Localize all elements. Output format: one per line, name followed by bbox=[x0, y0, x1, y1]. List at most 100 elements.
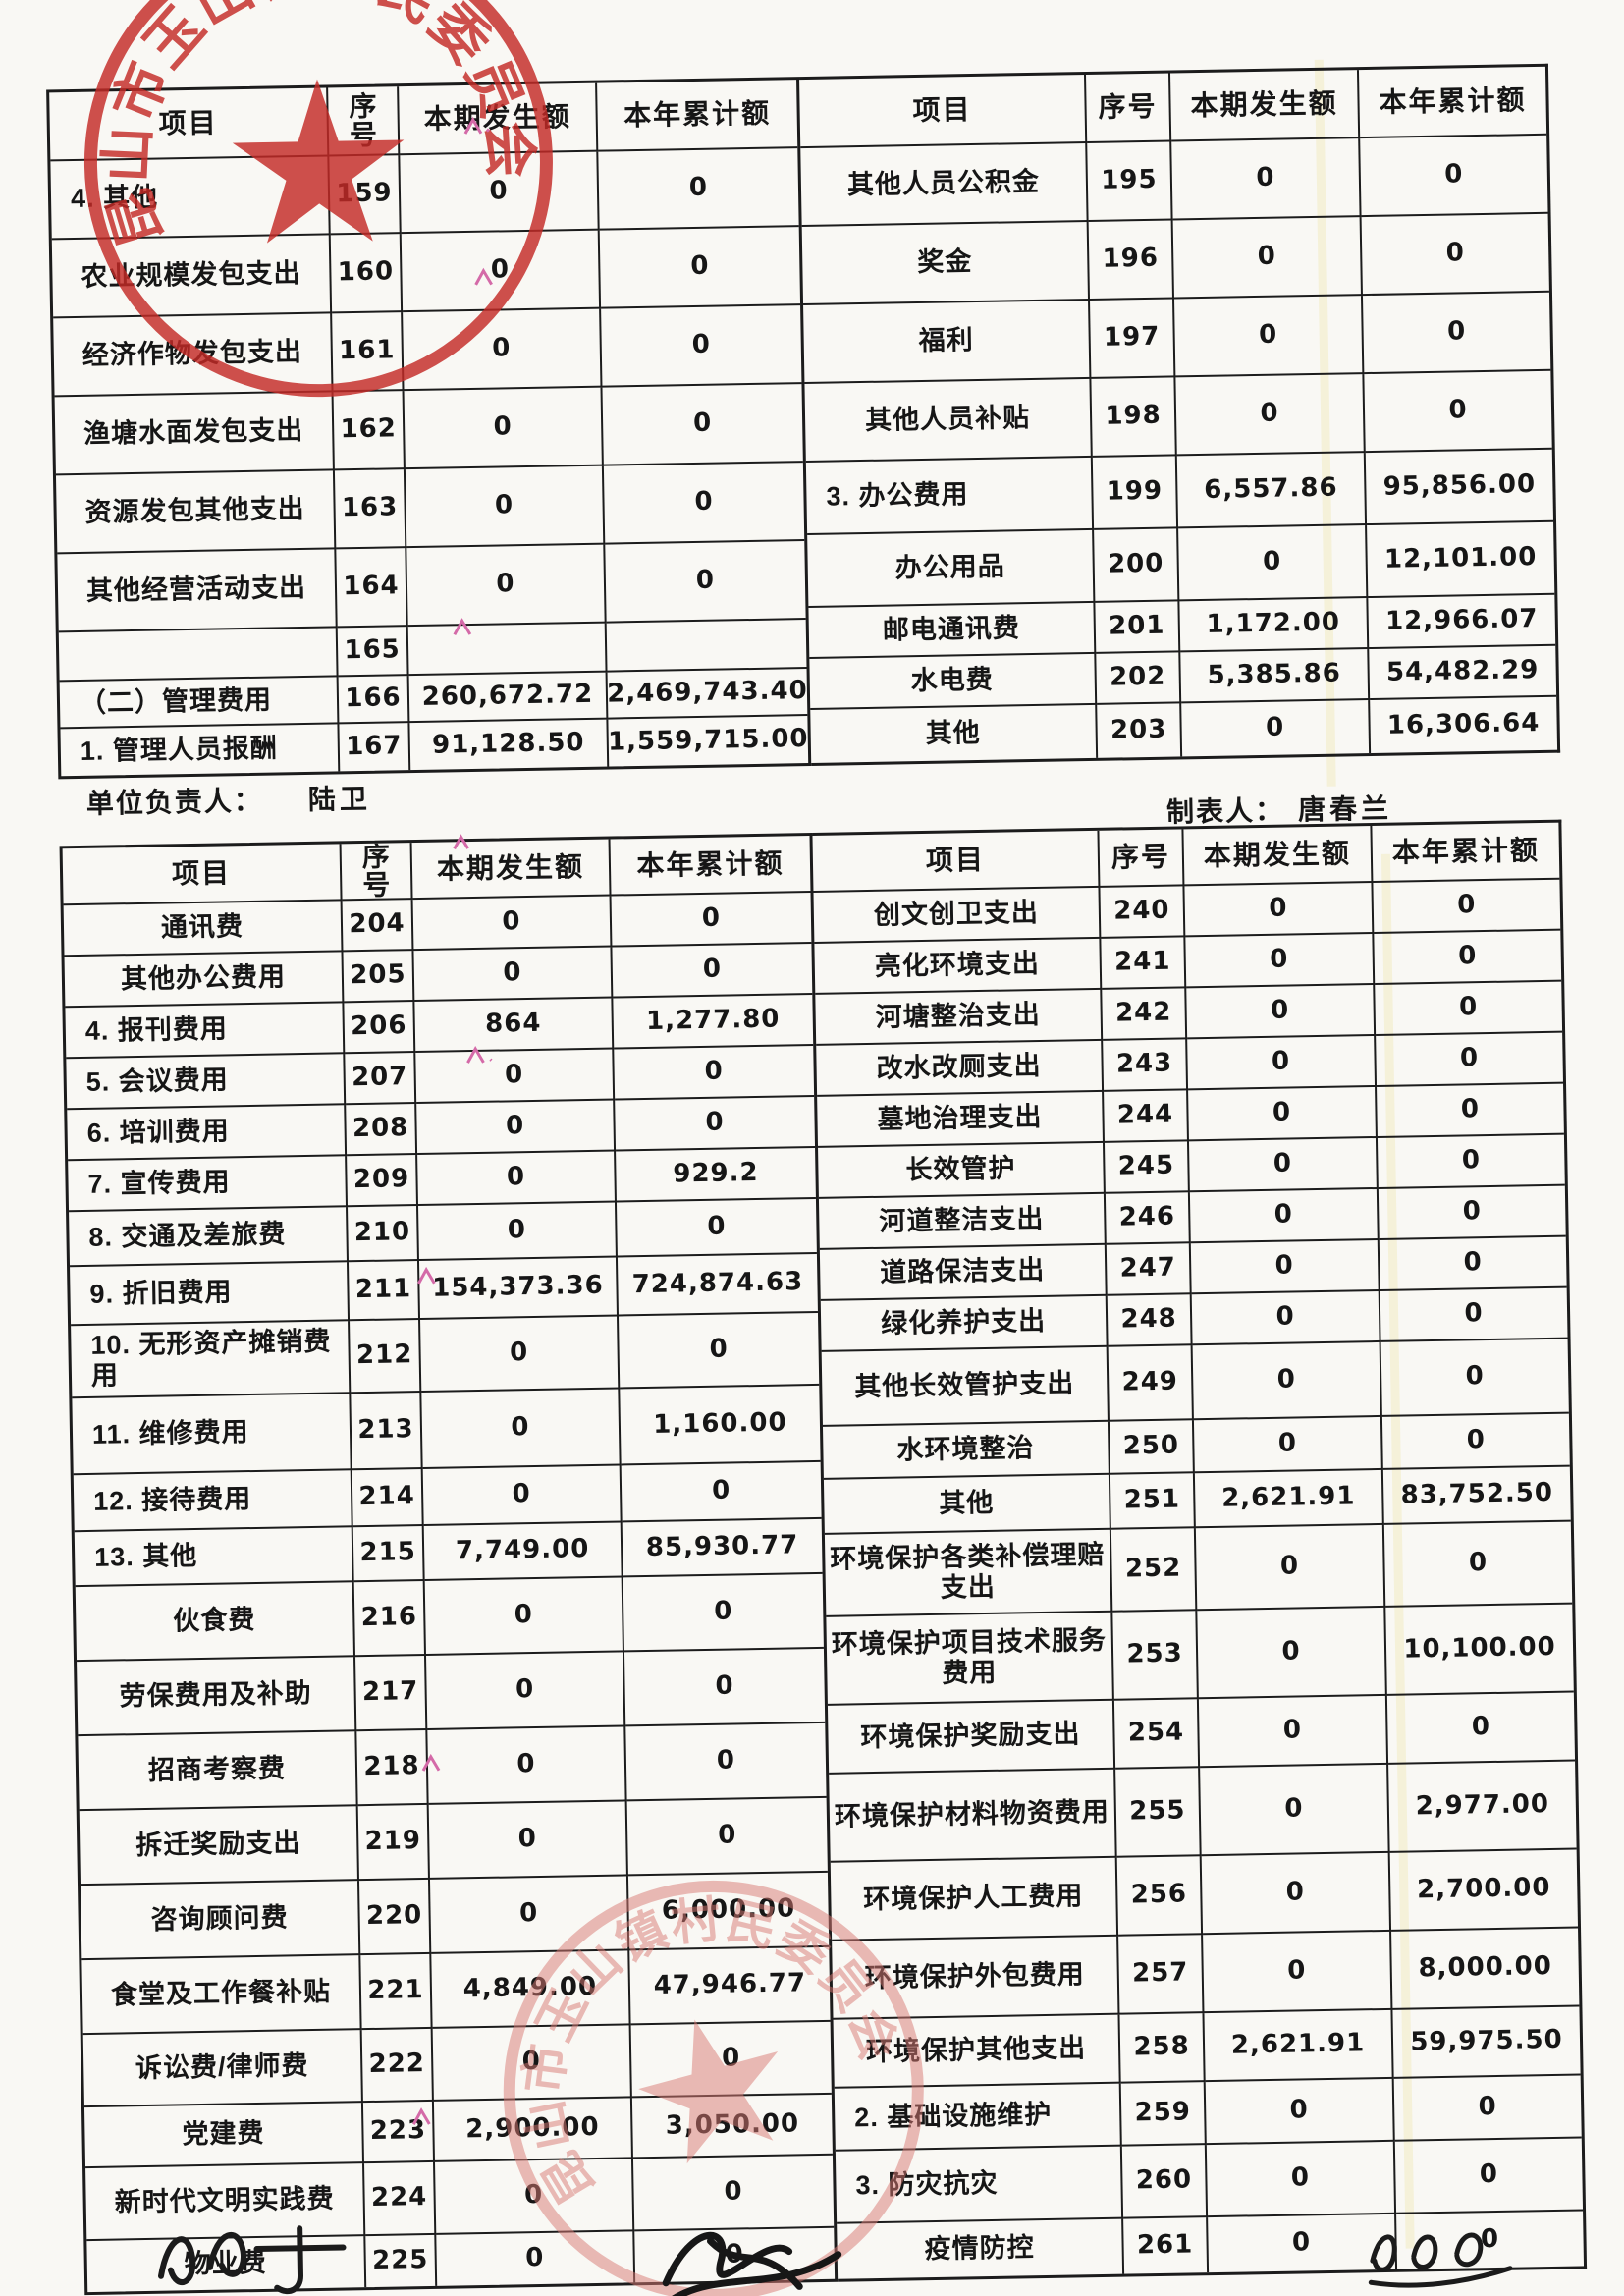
ytd-amount-cell: 0 bbox=[1376, 1032, 1564, 1087]
col-header-ytd: 本年累计额 bbox=[610, 836, 811, 897]
ytd-amount-cell: 2,469,743.40 bbox=[607, 669, 808, 720]
item-cell: 渔塘水面发包支出 bbox=[54, 392, 335, 476]
current-amount-cell: 2,621.91 bbox=[1204, 2009, 1394, 2083]
current-amount-cell: 0 bbox=[1205, 2078, 1395, 2146]
seq-cell: 217 bbox=[355, 1655, 428, 1732]
ytd-amount-cell: 0 bbox=[725, 2239, 744, 2269]
ytd-amount-cell: 0 bbox=[1362, 292, 1551, 375]
item-cell: 4. 报刊费用 bbox=[65, 1003, 346, 1060]
current-amount-cell: 0 bbox=[1191, 1290, 1381, 1346]
item-cell: （二）管理费用 bbox=[59, 677, 340, 730]
seq-cell: 249 bbox=[1108, 1345, 1194, 1422]
item-cell: 亮化环境支出 bbox=[814, 938, 1103, 995]
seq-cell: 256 bbox=[1116, 1856, 1204, 1937]
current-amount-cell: 2,621.91 bbox=[1194, 1469, 1384, 1529]
ytd-amount-cell: 0 bbox=[1480, 2224, 1500, 2255]
ytd-amount-cell: 0 bbox=[611, 893, 812, 948]
item-cell: 物业费 bbox=[86, 2236, 367, 2293]
item-cell: 绿化养护支出 bbox=[820, 1295, 1109, 1352]
ytd-amount-cell: 0 bbox=[616, 1198, 817, 1258]
seq-cell: 213 bbox=[351, 1392, 423, 1471]
item-cell: 3. 办公费用 bbox=[805, 457, 1095, 536]
ytd-amount-cell: 0 bbox=[621, 1461, 822, 1523]
current-amount-cell: 0 bbox=[420, 1316, 621, 1393]
seq-cell: 161 bbox=[332, 312, 405, 393]
current-amount-cell: 0 bbox=[1188, 1086, 1378, 1142]
item-cell: 墓地治理支出 bbox=[817, 1091, 1105, 1148]
ytd-amount-cell: 0 bbox=[605, 541, 806, 624]
seq-cell: 215 bbox=[352, 1525, 425, 1583]
ytd-amount-cell: 0 bbox=[1381, 1413, 1570, 1470]
current-amount-cell: 0 bbox=[1198, 1695, 1389, 1769]
ytd-amount-cell: 0 bbox=[601, 305, 802, 388]
seq-cell: 216 bbox=[353, 1580, 427, 1658]
ytd-amount-cell: 0 bbox=[1380, 1287, 1568, 1342]
seq-cell: 240 bbox=[1100, 886, 1186, 939]
current-amount-cell: 0 bbox=[1190, 1239, 1380, 1295]
expense-table-upper: 项目序 号本期发生额 本年累计额 4. 其他 159 0 0 农业规模发包支出 160 0 0 经济… bbox=[46, 63, 1561, 780]
ytd-amount-cell: 59,975.50 bbox=[1392, 2006, 1581, 2079]
item-cell: 长效管护 bbox=[818, 1142, 1106, 1199]
current-amount-cell: 6,557.86 bbox=[1176, 453, 1368, 529]
unit-head-line: 单位负责人： 陆卫 bbox=[85, 778, 372, 822]
ytd-amount-cell: 95,856.00 bbox=[1365, 449, 1554, 526]
seq-cell: 252 bbox=[1110, 1528, 1198, 1613]
current-amount-cell: 2,900.00 bbox=[433, 2098, 633, 2162]
item-cell: 环境保护奖励支出 bbox=[827, 1700, 1116, 1775]
ytd-amount-cell: 0 bbox=[1375, 981, 1563, 1036]
item-cell: 创文创卫支出 bbox=[813, 887, 1102, 944]
current-amount-cell: 0 bbox=[412, 896, 613, 952]
seq-cell: 255 bbox=[1115, 1768, 1202, 1858]
ytd-amount-cell: 0 bbox=[1383, 1521, 1573, 1608]
item-cell: 河道整洁支出 bbox=[818, 1193, 1107, 1250]
item-cell: 劳保费用及补助 bbox=[77, 1657, 357, 1737]
current-amount-cell bbox=[407, 623, 608, 677]
seq-cell: 224 bbox=[364, 2161, 437, 2237]
seq-cell: 197 bbox=[1090, 299, 1176, 379]
seq-cell: 259 bbox=[1120, 2082, 1207, 2147]
current-amount-cell: 0 bbox=[1187, 1035, 1378, 1091]
ytd-amount-cell: 0 bbox=[1379, 1236, 1567, 1291]
ytd-amount-cell: 0 bbox=[612, 943, 813, 999]
current-amount-cell: 5,385.86 bbox=[1180, 649, 1371, 704]
item-cell: 其他人员补贴 bbox=[804, 378, 1093, 464]
current-amount-cell: 0 bbox=[416, 1100, 617, 1156]
preparer-name: 唐春兰 bbox=[1297, 793, 1393, 826]
current-amount-cell: 0 bbox=[1185, 933, 1376, 989]
item-cell: 福利 bbox=[803, 300, 1092, 385]
ytd-amount-cell: 0 bbox=[1393, 2075, 1582, 2142]
current-amount-cell: 0 bbox=[406, 544, 607, 628]
ytd-amount-cell: 2,700.00 bbox=[1389, 1849, 1579, 1932]
ytd-amount-cell: 929.2 bbox=[616, 1147, 816, 1203]
current-amount-cell: 0 bbox=[403, 308, 603, 392]
col-header-seq: 序 号 bbox=[341, 843, 413, 902]
ytd-amount-cell: 54,482.29 bbox=[1369, 645, 1557, 701]
seq-cell: 202 bbox=[1096, 652, 1182, 705]
seq-cell: 204 bbox=[342, 900, 414, 953]
current-amount-cell: 7,749.00 bbox=[423, 1522, 623, 1581]
item-cell: 环境保护各类补偿理赔支出 bbox=[824, 1529, 1113, 1617]
item-cell: 6. 培训费用 bbox=[67, 1105, 348, 1162]
seq-cell: 165 bbox=[337, 627, 409, 678]
ytd-amount-cell: 0 bbox=[1380, 1339, 1569, 1417]
item-cell: 2. 基础设施维护 bbox=[834, 2083, 1122, 2152]
col-header-seq: 序 号 bbox=[328, 86, 401, 157]
seq-cell: 201 bbox=[1095, 601, 1181, 654]
seq-cell: 195 bbox=[1087, 141, 1173, 222]
ytd-amount-cell: 83,752.50 bbox=[1382, 1466, 1571, 1525]
item-cell: 3. 防灾抗灾 bbox=[835, 2146, 1124, 2224]
item-cell: 河塘整治支出 bbox=[815, 989, 1104, 1046]
seq-cell: 209 bbox=[347, 1155, 419, 1208]
current-amount-cell: 0 bbox=[1175, 374, 1366, 457]
seq-cell: 164 bbox=[336, 548, 408, 629]
current-amount-cell: 0 bbox=[417, 1151, 617, 1207]
item-cell: 资源发包其他支出 bbox=[55, 470, 337, 555]
item-cell: 水电费 bbox=[809, 653, 1098, 710]
seq-cell: 196 bbox=[1088, 220, 1175, 301]
seq-cell: 208 bbox=[346, 1104, 418, 1157]
item-cell: 拆迁奖励支出 bbox=[79, 1806, 359, 1886]
item-cell: 伙食费 bbox=[75, 1582, 356, 1663]
seq-cell: 212 bbox=[350, 1320, 422, 1394]
item-cell: 5. 会议费用 bbox=[66, 1054, 347, 1111]
ytd-amount-cell: 0 bbox=[598, 148, 799, 231]
